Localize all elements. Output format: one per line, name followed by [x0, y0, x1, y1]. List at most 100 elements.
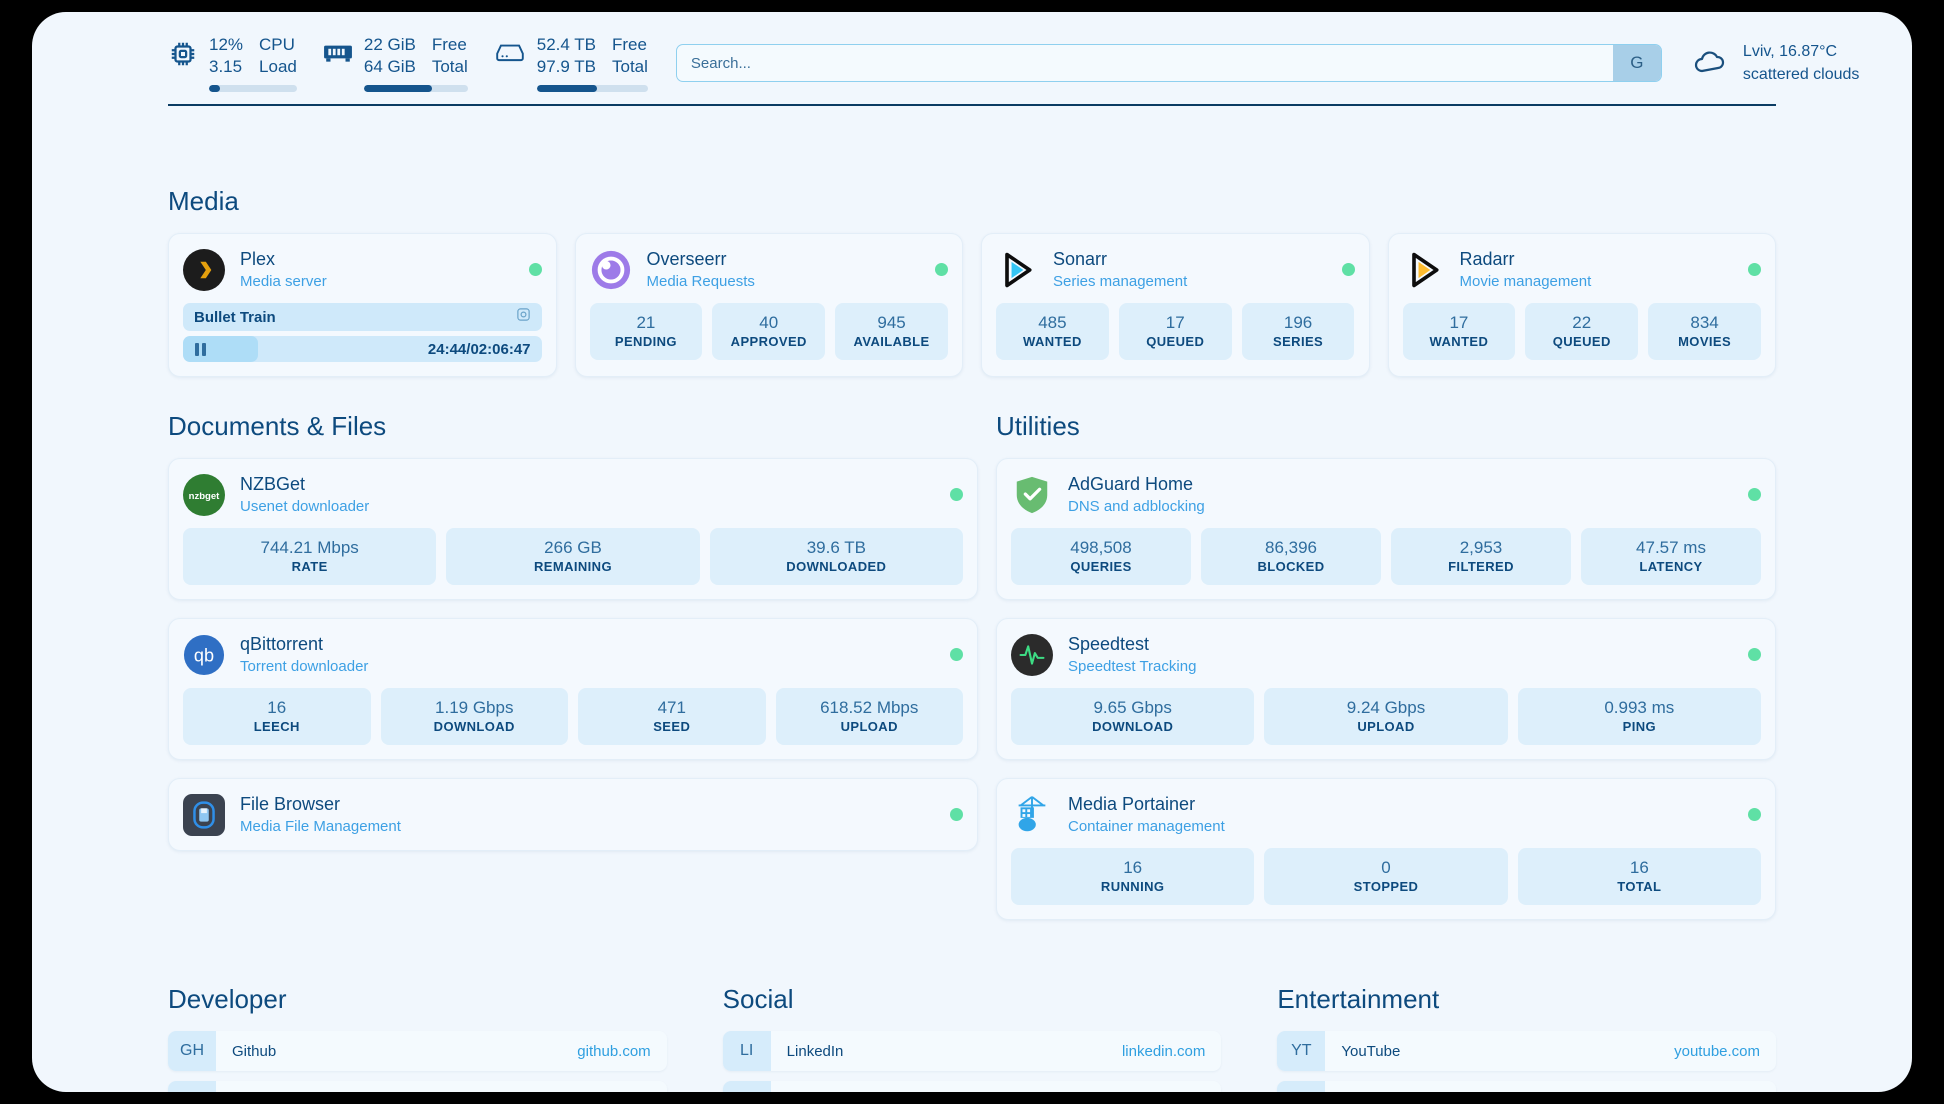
cpu-widget[interactable]: 12% 3.15 CPU Load: [168, 34, 297, 92]
memory-widget[interactable]: 22 GiB 64 GiB Free Total: [323, 34, 468, 92]
status-indicator-online: [1748, 808, 1761, 821]
card-header: File Browser Media File Management: [183, 793, 963, 836]
memory-label-bottom: Total: [431, 57, 468, 76]
service-name: Media Portainer: [1068, 794, 1196, 814]
stat-block[interactable]: 47.57 ms LATENCY: [1581, 528, 1761, 585]
stat-block[interactable]: 744.21 Mbps RATE: [183, 528, 437, 585]
weather-widget[interactable]: Lviv, 16.87°C scattered clouds: [1690, 42, 1859, 85]
header-divider: [168, 104, 1776, 106]
bookmark-item[interactable]: LI LinkedIn linkedin.com: [722, 1031, 1222, 1071]
stat-block[interactable]: 471 SEED: [578, 688, 766, 745]
bookmark-item[interactable]: TW Twitter twitter.com: [722, 1081, 1222, 1092]
stat-block[interactable]: 0.993 ms PING: [1517, 688, 1761, 745]
stat-block[interactable]: 618.52 Mbps UPLOAD: [775, 688, 963, 745]
stat-label: AVAILABLE: [853, 334, 930, 349]
card-header: nzbget NZBGet Usenet downloader: [183, 473, 963, 516]
stat-value: 266 GB: [544, 538, 602, 557]
stat-block[interactable]: 485 WANTED: [996, 303, 1109, 360]
stat-label: UPLOAD: [1357, 719, 1415, 734]
stat-block[interactable]: 86,396 BLOCKED: [1201, 528, 1381, 585]
stat-label: SEED: [653, 719, 691, 734]
stat-block[interactable]: 39.6 TB DOWNLOADED: [709, 528, 963, 585]
stat-value: 1.19 Gbps: [435, 698, 514, 717]
stat-block[interactable]: 9.24 Gbps UPLOAD: [1264, 688, 1508, 745]
card-stats: 485 WANTED 17 QUEUED 196 SERIES: [996, 303, 1355, 360]
documents-section-title: Documents & Files: [168, 411, 387, 441]
cpu-progress-fill: [209, 85, 220, 92]
cpu-label-bottom: Load: [259, 57, 297, 76]
stat-block[interactable]: 16 TOTAL: [1517, 848, 1761, 905]
stat-block[interactable]: 1.19 Gbps DOWNLOAD: [380, 688, 568, 745]
bookmark-item[interactable]: YT YouTube youtube.com: [1277, 1031, 1777, 1071]
stat-block[interactable]: 834 MOVIES: [1648, 303, 1761, 360]
speedtest-icon: [1011, 633, 1053, 676]
stat-block[interactable]: 498,508 QUERIES: [1011, 528, 1191, 585]
service-name: Sonarr: [1053, 249, 1108, 269]
stat-block[interactable]: 2,953 FILTERED: [1391, 528, 1571, 585]
status-indicator-online: [1748, 488, 1761, 501]
service-card-overseerr[interactable]: Overseerr Media Requests 21 PENDING 40 A…: [574, 233, 963, 377]
stat-block[interactable]: 22 QUEUED: [1525, 303, 1639, 360]
stat-block[interactable]: 40 APPROVED: [712, 303, 826, 360]
status-indicator-online: [950, 808, 963, 821]
stat-block[interactable]: 196 SERIES: [1241, 303, 1355, 360]
service-card-media-portainer[interactable]: Media Portainer Container management 16 …: [996, 778, 1776, 920]
search-box[interactable]: G: [675, 44, 1662, 82]
stat-block[interactable]: 9.65 Gbps DOWNLOAD: [1011, 688, 1255, 745]
memory-free-value: 22 GiB: [363, 35, 416, 54]
weather-location-temp: Lviv, 16.87°C: [1742, 42, 1838, 60]
media-section-title: Media: [168, 186, 239, 216]
service-card-file-browser[interactable]: File Browser Media File Management: [168, 778, 978, 851]
bookmark-item[interactable]: SO StackOverflow stackoverflow.com: [168, 1081, 667, 1092]
cpu-icon: [168, 39, 198, 74]
stat-label: PING: [1622, 719, 1657, 734]
stat-value: 485: [1038, 313, 1067, 332]
search-input[interactable]: [676, 45, 1613, 81]
card-header: qb qBittorrent Torrent downloader: [183, 633, 963, 676]
search-submit-button[interactable]: G: [1612, 45, 1661, 81]
stat-label: WANTED: [1429, 334, 1489, 349]
service-name: File Browser: [240, 794, 341, 814]
utilities-section: Utilities AdGuard Home DNS and adblocki: [996, 411, 1776, 938]
service-card-adguard-home[interactable]: AdGuard Home DNS and adblocking 498,508 …: [996, 458, 1776, 600]
service-card-speedtest[interactable]: Speedtest Speedtest Tracking 9.65 Gbps D…: [996, 618, 1776, 760]
stat-block[interactable]: 0 STOPPED: [1264, 848, 1508, 905]
service-desc: Media server: [240, 273, 327, 290]
stat-block[interactable]: 17 WANTED: [1402, 303, 1516, 360]
service-desc: Usenet downloader: [240, 498, 370, 515]
disk-widget[interactable]: 52.4 TB 97.9 TB Free Total: [494, 34, 648, 92]
service-card-nzbget[interactable]: nzbget NZBGet Usenet downloader 744.21 M…: [168, 458, 978, 600]
stat-block[interactable]: 17 QUEUED: [1118, 303, 1232, 360]
stat-label: APPROVED: [730, 334, 807, 349]
service-desc: Media File Management: [240, 818, 401, 835]
service-card-sonarr[interactable]: Sonarr Series management 485 WANTED 17 Q…: [981, 233, 1370, 377]
stat-block[interactable]: 21 PENDING: [589, 303, 703, 360]
stat-block[interactable]: 16 RUNNING: [1011, 848, 1255, 905]
pause-icon[interactable]: [195, 342, 206, 356]
plex-progress-bar[interactable]: 24:44/02:06:47: [183, 336, 542, 362]
cast-icon[interactable]: [516, 307, 531, 327]
disk-free-value: 52.4 TB: [536, 35, 596, 54]
stat-value: 16: [1123, 858, 1143, 877]
stat-block[interactable]: 16 LEECH: [183, 688, 371, 745]
status-indicator-online: [1748, 263, 1761, 276]
bookmark-abbr: NF: [1277, 1081, 1326, 1092]
stat-block[interactable]: 266 GB REMAINING: [446, 528, 700, 585]
top-bar: 12% 3.15 CPU Load: [168, 12, 1859, 92]
stat-value: 22: [1572, 313, 1592, 332]
stat-value: 945: [877, 313, 906, 332]
stat-label: SERIES: [1273, 334, 1324, 349]
stat-block[interactable]: 945 AVAILABLE: [835, 303, 948, 360]
service-card-plex[interactable]: Plex Media server Bullet Train: [168, 233, 557, 377]
stat-value: 40: [759, 313, 779, 332]
bookmark-url: twitter.com: [1134, 1081, 1222, 1092]
stat-label: QUEUED: [1146, 334, 1205, 349]
service-name: AdGuard Home: [1068, 474, 1194, 494]
bookmark-item[interactable]: GH Github github.com: [168, 1031, 667, 1071]
bookmark-item[interactable]: NF Netflix netflix.com: [1277, 1081, 1777, 1092]
cpu-load-value: 3.15: [209, 57, 243, 76]
overseerr-icon: [590, 249, 632, 291]
service-desc: Media Requests: [646, 273, 755, 290]
service-card-radarr[interactable]: Radarr Movie management 17 WANTED 22 QUE…: [1387, 233, 1776, 377]
service-card-qbittorrent[interactable]: qb qBittorrent Torrent downloader 16 LEE…: [168, 618, 978, 760]
